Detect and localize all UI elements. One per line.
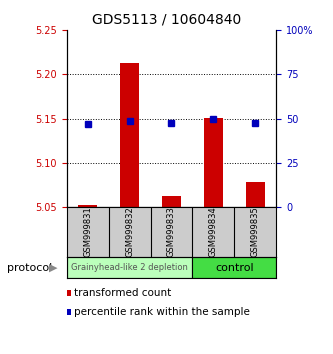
Bar	[78, 205, 97, 207]
Text: GSM999832: GSM999832	[125, 206, 134, 257]
Text: control: control	[215, 263, 254, 273]
Bar	[246, 182, 265, 207]
Text: percentile rank within the sample: percentile rank within the sample	[75, 307, 250, 317]
Text: transformed count: transformed count	[75, 288, 172, 298]
Bar	[120, 63, 139, 207]
Text: Grainyhead-like 2 depletion: Grainyhead-like 2 depletion	[71, 263, 188, 272]
Bar	[67, 257, 192, 278]
Text: protocol: protocol	[7, 263, 52, 273]
Text: GSM999834: GSM999834	[209, 206, 218, 257]
Text: GSM999833: GSM999833	[167, 206, 176, 257]
Bar	[162, 196, 181, 207]
Text: GSM999831: GSM999831	[83, 206, 92, 257]
Text: GSM999835: GSM999835	[251, 206, 260, 257]
Text: GDS5113 / 10604840: GDS5113 / 10604840	[92, 12, 241, 27]
Bar	[204, 118, 223, 207]
Bar	[192, 257, 276, 278]
Text: ▶: ▶	[49, 263, 58, 273]
